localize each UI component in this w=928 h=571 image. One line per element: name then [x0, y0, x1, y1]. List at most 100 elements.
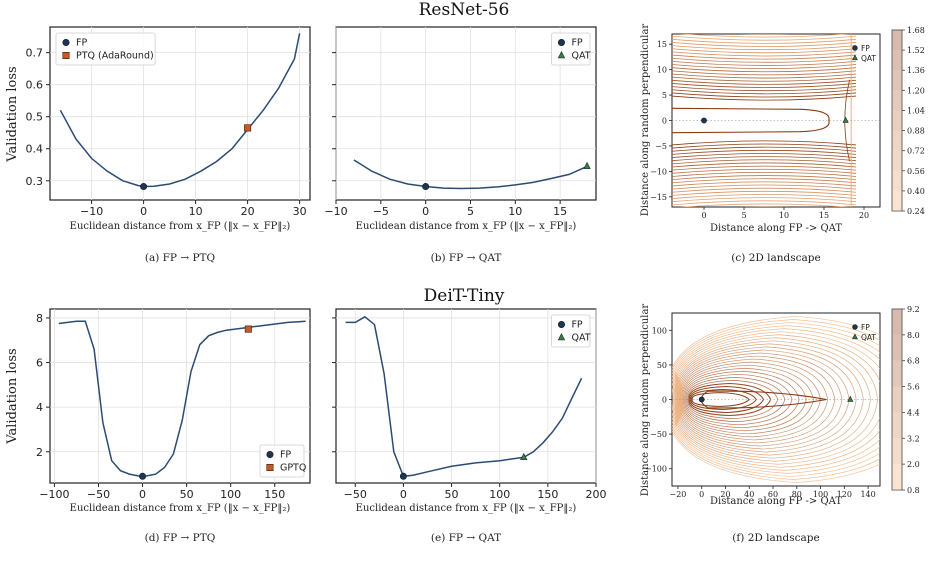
contour-line [672, 140, 857, 146]
contour-line [672, 165, 857, 171]
contour-line [672, 143, 857, 149]
contour-line [672, 316, 880, 483]
contour-line [672, 322, 880, 477]
x-tick-label: 200 [586, 488, 607, 501]
panel-d-ticks: −100 −50 0 50 100 150 2 4 6 8 [36, 312, 285, 501]
colorbar-band [892, 386, 902, 413]
row-title-deit: DeiT-Tiny [424, 286, 505, 306]
y-tick-label: 0 [662, 117, 667, 126]
caption-e: (e) FP → QAT [431, 532, 501, 544]
y-tick-label: 2 [36, 446, 43, 459]
contour-line [672, 334, 880, 465]
x-tick-label: 40 [744, 490, 754, 499]
x-tick-label: −100 [39, 488, 69, 501]
marker-fp [698, 396, 705, 403]
panel-d-markers [139, 325, 252, 480]
panel-e-markers [399, 452, 528, 480]
panel-b-curve [353, 159, 588, 190]
contour-line [672, 184, 857, 190]
x-tick-label: 5 [741, 211, 746, 220]
panel-e-ticks: −50 0 50 100 150 200 [332, 317, 607, 501]
x-tick-label: 50 [180, 488, 194, 501]
marker-fp [557, 38, 565, 46]
contour-line [672, 95, 857, 101]
contour-line [684, 370, 800, 429]
contour-line [672, 67, 857, 73]
marker-gptq [244, 325, 252, 333]
contour-line [672, 35, 857, 41]
legend-label: FP [861, 323, 870, 332]
panel-b: −10 −5 0 5 10 15 FP QAT Euclidean distance fro… [324, 26, 597, 264]
marker-qat [847, 395, 854, 402]
panel-d-ylabel: Validation loss [5, 348, 20, 444]
x-tick-label: 15 [819, 211, 829, 220]
legend-label: QAT [571, 51, 590, 62]
colorbar-band [892, 309, 902, 335]
contour-line [672, 149, 857, 155]
marker-fp [422, 183, 430, 191]
legend-label: FP [76, 38, 87, 49]
caption-b: (b) FP → QAT [431, 252, 502, 264]
colorbar-tick-label: 0.72 [907, 147, 925, 156]
contour-line [672, 168, 857, 174]
panel-d-legend: FP GPTQ [259, 444, 306, 478]
marker-fp [140, 183, 148, 191]
contour-line [672, 45, 857, 51]
y-tick-label: −50 [650, 430, 667, 439]
y-tick-label: 0 [662, 396, 667, 405]
panel-a: −10 0 10 20 30 0.3 0.4 0.5 0.6 0.7 FP PTQ (AdaRoun… [5, 26, 311, 264]
panel-b-legend: FP QAT [551, 32, 591, 66]
panel-f-ylabel: Distance along random perpendicular [640, 304, 651, 497]
x-tick-label: 0 [699, 490, 704, 499]
panel-a-markers [140, 124, 252, 191]
x-tick-label: 0 [701, 211, 706, 220]
x-tick-label: 5 [467, 205, 474, 218]
marker-qat [520, 452, 528, 461]
marker-ptq-adaround- [244, 124, 252, 132]
contour-line [688, 382, 772, 417]
x-tick-label: 100 [813, 490, 828, 499]
contour-line [672, 54, 857, 60]
marker-gptq [266, 463, 274, 471]
panel-b-markers [422, 161, 591, 191]
marker-qat [852, 54, 858, 61]
marker-qat [557, 333, 566, 341]
contour-line [672, 194, 857, 199]
panel-e: −50 0 50 100 150 200 FP QAT Euclidean distance… [332, 308, 607, 544]
legend-label: FP [571, 38, 582, 49]
legend-label: FP [280, 450, 291, 461]
y-tick-label: 6 [36, 357, 43, 370]
legend-label: PTQ (AdaRound) [76, 51, 154, 62]
colorbar-tick-label: 8.0 [907, 331, 920, 340]
panel-d-curve [58, 320, 306, 478]
x-tick-label: 140 [860, 490, 875, 499]
panel-e-xlabel: Euclidean distance from x_FP (‖x − x_FP‖… [356, 503, 577, 514]
x-tick-label: −10 [324, 205, 347, 218]
contour-line [672, 197, 857, 203]
contour-line [672, 331, 880, 468]
x-tick-label: 100 [489, 488, 510, 501]
colorbar-band [892, 150, 902, 171]
marker-qat [557, 51, 566, 59]
marker-fp [557, 320, 565, 328]
x-tick-label: −20 [669, 490, 686, 499]
marker-qat [842, 116, 849, 123]
y-tick-label: −15 [650, 193, 667, 202]
contour-line [672, 89, 857, 95]
colorbar-band [892, 190, 902, 211]
legend-label: QAT [571, 333, 590, 344]
y-tick-label: −5 [655, 142, 667, 151]
contour-line [672, 70, 857, 76]
contour-line [672, 76, 857, 82]
x-tick-label: 0 [422, 205, 429, 218]
panel-c-ylabel: Distance along random perpendicular [640, 24, 651, 217]
panel-f-frame [671, 312, 881, 487]
contour-line [672, 156, 857, 162]
contour-line [672, 328, 880, 471]
marker-ptq-adaround- [62, 51, 70, 59]
panel-b-xlabel: Euclidean distance from x_FP (‖x − x_FP‖… [356, 221, 577, 232]
contour-line [672, 175, 857, 181]
legend-label: GPTQ [280, 463, 306, 474]
